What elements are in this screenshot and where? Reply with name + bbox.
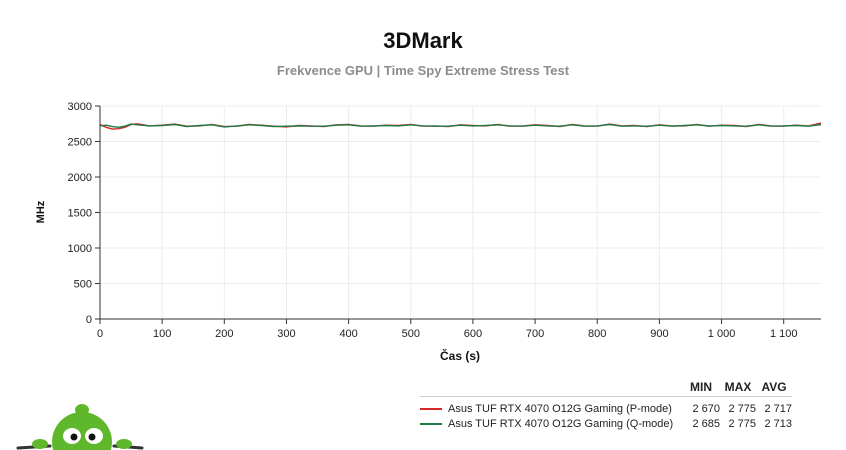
legend-series-name: Asus TUF RTX 4070 O12G Gaming (Q-mode) [448,417,674,430]
legend-swatch-p-mode [420,407,442,410]
y-axis-label: MHz [35,200,47,223]
legend-series-name: Asus TUF RTX 4070 O12G Gaming (P-mode) [448,402,672,415]
x-tick-label: 1 000 [708,328,736,340]
legend-avg-value: 2 713 [764,417,792,430]
y-tick-label: 0 [86,314,92,326]
legend-header: MIN MAX AVG [420,380,792,397]
line-chart: 0 500 1000 1500 2000 2500 3000 0 100 200 300 400 50… [35,101,822,363]
x-axis-label: Čas (s) [440,348,480,363]
x-tick-label: 900 [650,328,668,340]
y-tick-label: 1500 [68,208,92,220]
legend-entry-p-mode: Asus TUF RTX 4070 O12G Gaming (P-mode) 2… [420,401,792,416]
legend-max-value: 2 775 [728,402,756,415]
chart-title: 3DMark [383,28,463,53]
x-tick-label: 200 [215,328,233,340]
legend-swatch-q-mode [420,422,442,425]
y-tick-label: 1000 [68,243,92,255]
y-tick-label: 2000 [68,172,92,184]
legend-min-value: 2 685 [692,417,720,430]
x-tick-label: 400 [339,328,357,340]
chart-subtitle: Frekvence GPU | Time Spy Extreme Stress … [276,63,570,78]
x-tick-label: 600 [464,328,482,340]
legend-entry-q-mode: Asus TUF RTX 4070 O12G Gaming (Q-mode) 2… [420,416,792,431]
legend-header-max: MAX [724,380,752,394]
x-tick-label: 800 [588,328,606,340]
x-tick-label: 700 [526,328,544,340]
y-tick-label: 2500 [68,137,92,149]
legend-max-value: 2 775 [728,417,756,430]
legend-header-avg: AVG [761,380,787,394]
y-axis-ticks: 0 500 1000 1500 2000 2500 3000 [68,101,100,326]
series-lines [99,122,822,130]
legend-min-value: 2 670 [692,402,720,415]
x-tick-label: 100 [153,328,171,340]
mascot-logo [16,404,144,450]
x-tick-label: 1 100 [770,328,798,340]
x-axis-ticks: 0 100 200 300 400 500 600 700 800 900 1 000 1 100 [97,319,798,340]
series-line-q-mode [99,123,822,129]
x-tick-label: 0 [97,328,103,340]
legend-avg-value: 2 717 [764,402,792,415]
legend-header-min: MIN [690,380,712,394]
x-tick-label: 500 [402,328,420,340]
y-tick-label: 500 [74,279,92,291]
grid-lines [100,105,821,319]
y-tick-label: 3000 [68,101,92,113]
x-tick-label: 300 [277,328,295,340]
legend: MIN MAX AVG Asus TUF RTX 4070 O12G Gamin… [420,380,792,431]
